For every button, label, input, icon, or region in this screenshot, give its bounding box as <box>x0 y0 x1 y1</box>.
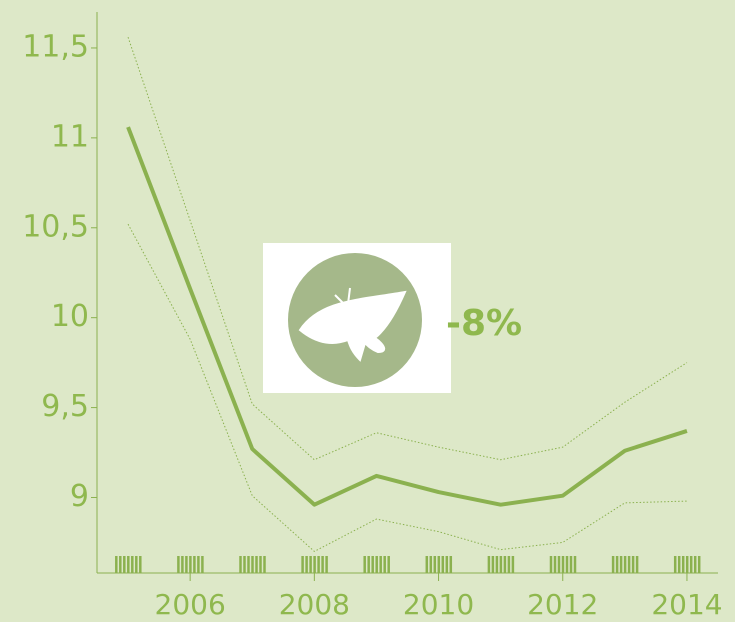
year-marker <box>491 556 495 573</box>
year-marker <box>495 556 499 573</box>
year-marker <box>313 556 316 573</box>
year-marker <box>325 556 328 573</box>
year-marker <box>255 556 258 573</box>
year-marker <box>507 556 511 573</box>
year-marker <box>197 556 200 573</box>
x-tick-label: 2010 <box>403 588 474 621</box>
year-marker <box>387 556 390 573</box>
year-marker <box>189 556 192 573</box>
year-marker <box>367 556 370 573</box>
year-marker <box>181 556 184 573</box>
year-marker <box>201 556 204 573</box>
y-tick-label: 11 <box>51 119 89 154</box>
year-marker <box>185 556 188 573</box>
y-tick-label: 9,5 <box>41 389 89 424</box>
x-tick-label: 2012 <box>527 588 598 621</box>
year-marker <box>321 556 324 573</box>
year-marker <box>371 556 374 573</box>
year-marker <box>549 556 553 573</box>
year-marker <box>429 556 433 573</box>
year-marker <box>631 556 635 573</box>
year-marker <box>561 556 565 573</box>
year-marker <box>685 556 689 573</box>
butterfly-icon <box>298 287 407 362</box>
bound-line <box>127 223 687 552</box>
year-marker <box>693 556 697 573</box>
y-tick-label: 10 <box>51 299 89 334</box>
x-tick-label: 2008 <box>279 588 350 621</box>
y-tick-label: 11,5 <box>22 29 89 64</box>
year-marker <box>239 556 242 573</box>
year-marker <box>247 556 250 573</box>
year-marker <box>135 556 138 573</box>
year-marker <box>553 556 557 573</box>
year-marker <box>433 556 437 573</box>
year-marker <box>569 556 573 573</box>
year-marker <box>251 556 254 573</box>
year-marker <box>301 556 304 573</box>
year-marker <box>615 556 619 573</box>
year-marker <box>177 556 180 573</box>
year-marker <box>573 556 577 573</box>
year-marker <box>243 556 246 573</box>
year-marker <box>383 556 386 573</box>
year-marker <box>139 556 142 573</box>
year-marker <box>263 556 266 573</box>
year-marker <box>697 556 701 573</box>
year-marker <box>309 556 312 573</box>
year-marker <box>565 556 569 573</box>
year-marker <box>503 556 507 573</box>
year-marker <box>437 556 441 573</box>
year-marker <box>193 556 196 573</box>
bound-line <box>127 37 688 461</box>
year-marker <box>499 556 503 573</box>
year-marker <box>623 556 627 573</box>
y-tick-label: 10,5 <box>22 209 89 244</box>
year-marker <box>681 556 685 573</box>
year-marker <box>445 556 449 573</box>
year-marker <box>487 556 491 573</box>
year-marker <box>375 556 378 573</box>
year-marker <box>131 556 134 573</box>
year-marker <box>425 556 429 573</box>
year-marker <box>673 556 677 573</box>
year-marker <box>123 556 126 573</box>
year-marker <box>305 556 308 573</box>
year-marker <box>677 556 681 573</box>
year-marker <box>619 556 623 573</box>
year-marker <box>127 556 130 573</box>
year-marker <box>259 556 262 573</box>
year-marker <box>511 556 515 573</box>
x-tick-label: 2006 <box>155 588 226 621</box>
year-marker <box>363 556 366 573</box>
x-tick-label: 2014 <box>651 588 722 621</box>
year-marker <box>441 556 445 573</box>
year-marker <box>317 556 320 573</box>
y-tick-label: 9 <box>70 479 89 514</box>
year-marker <box>689 556 693 573</box>
year-marker <box>379 556 382 573</box>
year-marker <box>115 556 118 573</box>
year-marker <box>627 556 631 573</box>
year-marker <box>119 556 122 573</box>
year-marker <box>557 556 561 573</box>
annotation: -8% <box>446 303 522 344</box>
year-marker <box>611 556 615 573</box>
data-line <box>126 126 688 507</box>
year-marker <box>449 556 453 573</box>
year-marker <box>635 556 639 573</box>
